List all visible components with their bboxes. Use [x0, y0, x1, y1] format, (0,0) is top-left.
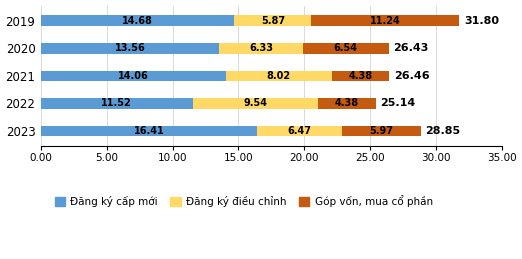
Text: 5.97: 5.97	[370, 126, 394, 136]
Text: 4.38: 4.38	[348, 71, 373, 81]
Text: 26.46: 26.46	[394, 71, 430, 81]
Text: 13.56: 13.56	[115, 43, 146, 53]
Text: 6.54: 6.54	[334, 43, 358, 53]
Bar	[41, 98, 193, 109]
Bar	[193, 98, 318, 109]
Bar	[331, 71, 389, 81]
Bar	[226, 71, 331, 81]
Text: 31.80: 31.80	[464, 16, 499, 26]
Text: 14.68: 14.68	[122, 16, 153, 26]
Bar	[303, 43, 389, 54]
Text: 28.85: 28.85	[425, 126, 460, 136]
Legend: Đăng ký cấp mới, Đăng ký điều chỉnh, Góp vốn, mua cổ phần: Đăng ký cấp mới, Đăng ký điều chỉnh, Góp…	[51, 191, 437, 211]
Text: 8.02: 8.02	[267, 71, 291, 81]
Text: 25.14: 25.14	[381, 98, 416, 109]
Text: 11.24: 11.24	[370, 16, 401, 26]
Bar	[342, 126, 421, 136]
Text: 5.87: 5.87	[261, 16, 285, 26]
Text: 16.41: 16.41	[134, 126, 164, 136]
Text: 9.54: 9.54	[243, 98, 267, 109]
Bar	[219, 43, 303, 54]
Text: 6.33: 6.33	[249, 43, 273, 53]
Bar	[257, 126, 342, 136]
Bar	[312, 16, 459, 26]
Bar	[41, 16, 234, 26]
Text: 6.47: 6.47	[288, 126, 312, 136]
Bar	[41, 126, 257, 136]
Bar	[318, 98, 376, 109]
Text: 11.52: 11.52	[101, 98, 132, 109]
Bar	[234, 16, 312, 26]
Bar	[41, 71, 226, 81]
Text: 26.43: 26.43	[394, 43, 429, 53]
Text: 14.06: 14.06	[118, 71, 149, 81]
Bar	[41, 43, 219, 54]
Text: 4.38: 4.38	[335, 98, 359, 109]
